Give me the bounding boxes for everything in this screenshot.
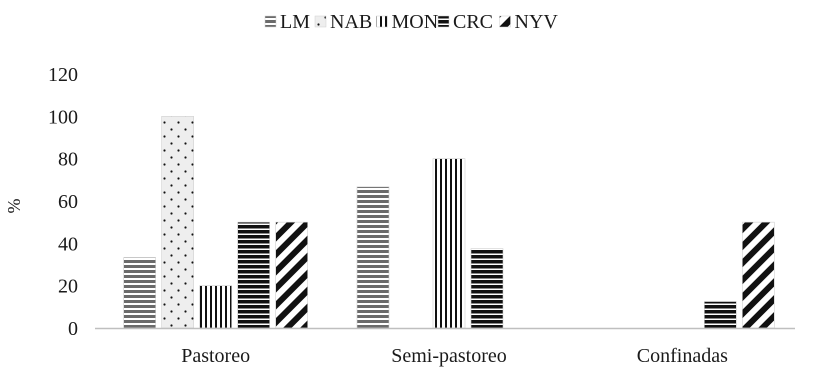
bar-mon-semi-pastoreo — [432, 158, 466, 329]
legend-swatch — [264, 15, 277, 28]
y-axis-label: % — [4, 199, 24, 214]
y-tick-label: 0 — [68, 318, 78, 340]
bar-nyv-confinadas — [742, 221, 775, 329]
legend-swatch — [437, 15, 450, 28]
legend-item-nab: NAB — [314, 11, 372, 33]
legend: LM NAB MON CRC NYV — [264, 11, 559, 33]
x-axis-labels: Pastoreo Semi-pastoreo Confinadas — [181, 345, 728, 367]
bars — [123, 116, 775, 329]
legend-label: LM — [280, 11, 310, 33]
legend-swatch — [499, 15, 511, 28]
y-tick-label: 20 — [58, 276, 78, 298]
bar-nab-pastoreo — [161, 116, 194, 329]
x-tick-label: Confinadas — [637, 345, 728, 367]
x-tick-label: Pastoreo — [181, 345, 250, 367]
y-axis: 0 20 40 60 80 100 120 — [48, 64, 78, 340]
legend-item-nyv: NYV — [499, 11, 559, 33]
legend-item-mon: MON — [376, 11, 439, 33]
legend-label: NAB — [330, 11, 372, 33]
legend-item-lm: LM — [264, 11, 310, 33]
y-tick-label: 80 — [58, 149, 78, 171]
legend-swatch — [314, 15, 327, 28]
bar-mon-pastoreo — [199, 285, 232, 329]
legend-label: NYV — [515, 11, 559, 33]
y-tick-label: 60 — [58, 191, 78, 213]
y-tick-label: 120 — [48, 64, 78, 86]
y-tick-label: 100 — [48, 106, 78, 128]
legend-item-crc: CRC — [437, 11, 493, 33]
bar-lm-semi-pastoreo — [356, 186, 390, 329]
bar-crc-pastoreo — [237, 221, 270, 329]
legend-label: MON — [392, 11, 439, 33]
y-tick-label: 40 — [58, 233, 78, 255]
bar-crc-semi-pastoreo — [470, 248, 504, 329]
legend-label: CRC — [453, 11, 493, 33]
bar-nyv-pastoreo — [275, 221, 308, 329]
bar-crc-confinadas — [704, 301, 737, 329]
legend-swatch — [376, 15, 388, 28]
x-tick-label: Semi-pastoreo — [391, 345, 507, 367]
bar-lm-pastoreo — [123, 257, 156, 329]
